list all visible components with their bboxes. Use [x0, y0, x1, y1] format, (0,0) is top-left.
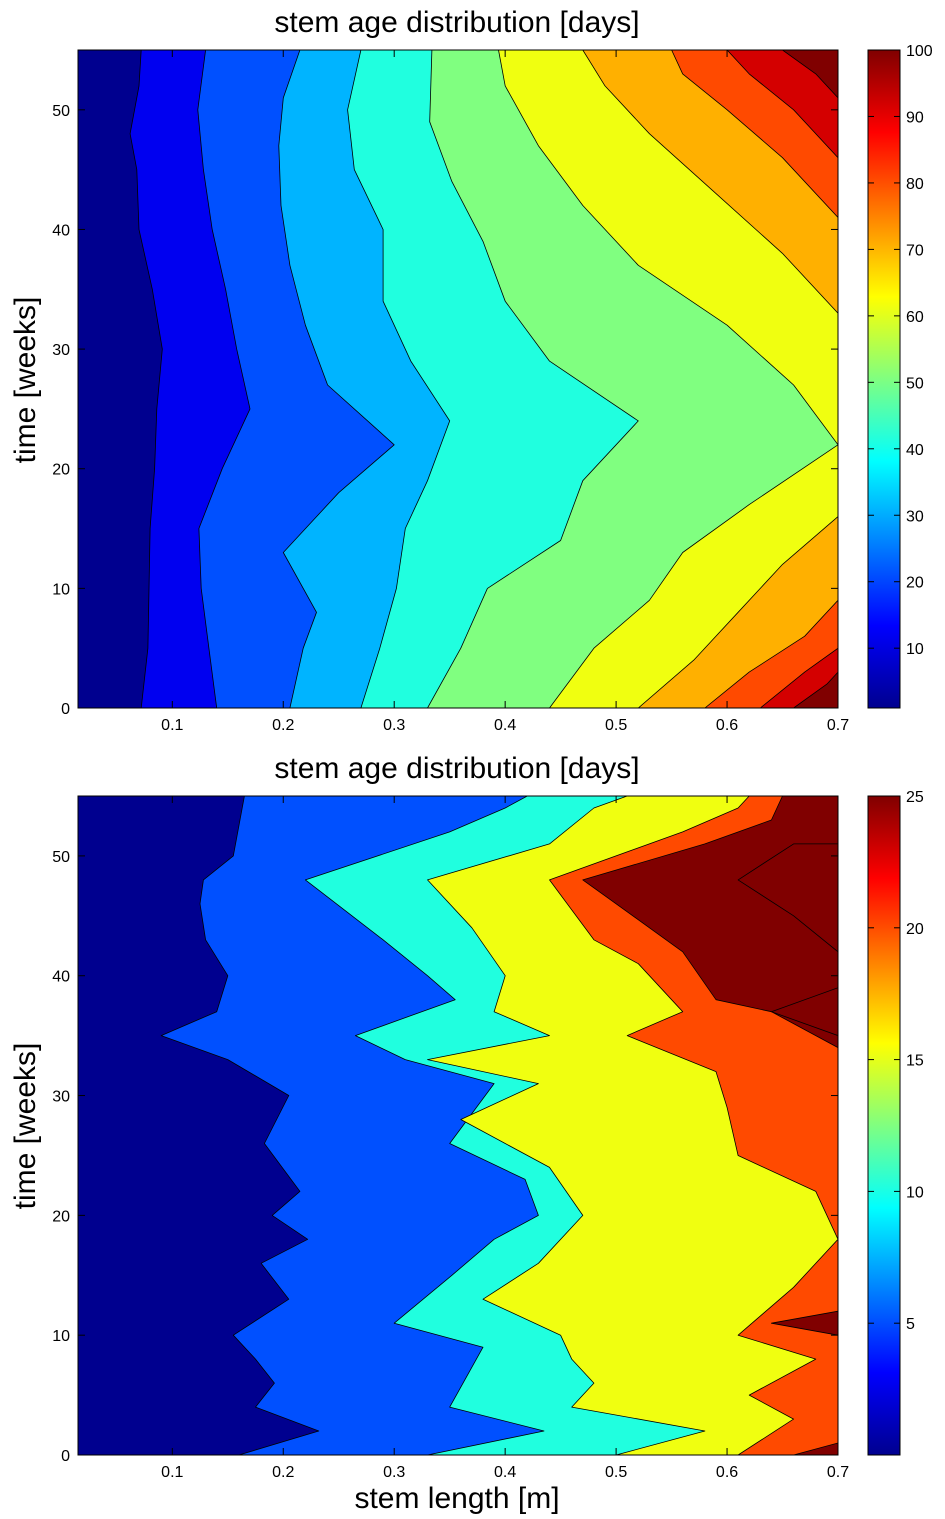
chart-top: stem age distribution [days] time [weeks…	[9, 6, 933, 734]
colorbar-tick-label: 10	[906, 641, 924, 658]
chart-top-colorbar: 10 20 30 40 50 60 70 80 90 100	[867, 43, 933, 709]
contour-region-level-7	[582, 50, 838, 708]
colorbar-tick-label: 80	[906, 176, 924, 193]
colorbar-tick-label: 60	[906, 309, 924, 326]
y-tick-label: 50	[52, 103, 70, 120]
chart-top-ylabel: time [weeks]	[9, 297, 42, 464]
y-tick-label: 50	[52, 849, 70, 866]
colorbar-tick-label: 20	[906, 575, 924, 592]
x-tick-label: 0.1	[161, 717, 183, 734]
y-tick-label: 0	[61, 1448, 70, 1465]
y-tick-label: 40	[52, 969, 70, 986]
colorbar-tick-label: 10	[906, 1184, 924, 1201]
x-tick-label: 0.3	[383, 717, 405, 734]
plot-frame	[77, 49, 839, 709]
contour-layer	[78, 50, 838, 708]
x-tick-label: 0.2	[272, 1464, 294, 1481]
x-tick-label: 0.4	[494, 717, 516, 734]
chart-bottom-ylabel: time [weeks]	[9, 1043, 42, 1210]
colorbar-tick-label: 5	[906, 1316, 915, 1333]
contour-region-level-9	[726, 50, 838, 708]
x-tick-label: 0.5	[605, 717, 627, 734]
x-tick-label: 0.3	[383, 1464, 405, 1481]
chart-top-title: stem age distribution [days]	[274, 6, 639, 39]
y-tick-label: 30	[52, 1089, 70, 1106]
colorbar-tick-label: 90	[906, 109, 924, 126]
x-tick-label: 0.6	[716, 1464, 738, 1481]
y-tick-label: 0	[61, 701, 70, 718]
chart-top-plot-area	[77, 49, 839, 709]
x-tick-label: 0.7	[827, 1464, 849, 1481]
y-tick-label: 20	[52, 1208, 70, 1225]
y-tick-label: 20	[52, 462, 70, 479]
chart-bottom-colorbar: 5 10 15 20 25	[867, 789, 924, 1456]
contour-region-level-6	[737, 843, 838, 1036]
colorbar-tick-label: 30	[906, 508, 924, 525]
colorbar-tick-label: 50	[906, 375, 924, 392]
y-tick-label: 10	[52, 581, 70, 598]
x-tick-label: 0.1	[161, 1464, 183, 1481]
chart-bottom-ticks: 0.1 0.2 0.3 0.4 0.5 0.6 0.7 0 10 20 30 40 50	[52, 796, 849, 1481]
colorbar-strip	[867, 49, 901, 709]
y-tick-label: 10	[52, 1328, 70, 1345]
plot-frame	[77, 795, 839, 1456]
contour-layer	[78, 796, 838, 1455]
colorbar-tick-label: 100	[906, 43, 933, 60]
x-tick-label: 0.7	[827, 717, 849, 734]
contour-region-level-5	[582, 796, 838, 1455]
chart-top-ticks: 0.1 0.2 0.3 0.4 0.5 0.6 0.7 0 10 20 30 40 50	[52, 50, 849, 734]
colorbar-tick-label: 40	[906, 442, 924, 459]
contour-region-level-10	[782, 50, 838, 708]
chart-bottom-plot-area	[77, 795, 839, 1456]
chart-bottom-title: stem age distribution [days]	[274, 752, 639, 785]
chart-bottom-xlabel: stem length [m]	[354, 1482, 559, 1515]
y-tick-label: 40	[52, 222, 70, 239]
chart-bottom: stem age distribution [days] time [weeks…	[9, 752, 924, 1515]
x-tick-label: 0.5	[605, 1464, 627, 1481]
y-tick-label: 30	[52, 342, 70, 359]
colorbar-tick-label: 20	[906, 921, 924, 938]
x-tick-label: 0.2	[272, 717, 294, 734]
colorbar-strip	[867, 795, 901, 1456]
colorbar-tick-label: 15	[906, 1053, 924, 1070]
colorbar-tick-label: 70	[906, 242, 924, 259]
colorbar-tick-label: 25	[906, 789, 924, 806]
x-tick-label: 0.4	[494, 1464, 516, 1481]
x-tick-label: 0.6	[716, 717, 738, 734]
